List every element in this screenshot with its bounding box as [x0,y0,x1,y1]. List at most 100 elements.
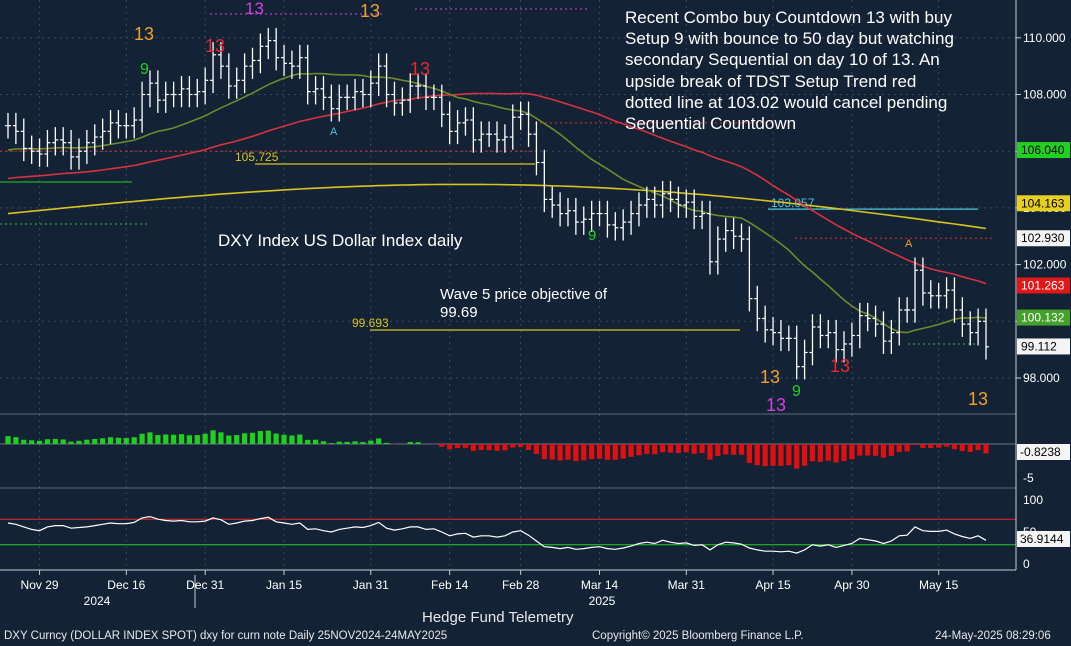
histogram-bar [226,435,232,444]
histogram-bar [660,444,666,453]
histogram-bar [896,444,902,452]
histogram-bar [967,444,973,452]
histogram-bar [265,430,271,444]
histogram-bar [715,444,721,456]
x-tick-label: Apr 30 [834,578,870,592]
histogram-bar [904,444,910,452]
histogram-bar [794,444,800,469]
histogram-bar [936,444,942,448]
x-tick-label: Feb 14 [431,578,469,592]
histogram-bar [770,444,776,466]
footer-timestamp: 24-May-2025 08:29:06 [935,630,1051,642]
td-count-label: 13 [360,1,380,21]
histogram-value-label: -0.8238 [1020,445,1061,459]
histogram-bar [218,432,224,444]
histogram-bar [478,444,484,451]
histogram-bar [920,444,926,448]
histogram-bar [155,435,161,444]
histogram-bar [447,444,453,450]
histogram-bar [289,435,295,444]
x-tick-label: Apr 15 [755,578,791,592]
histogram-bar [589,444,595,460]
oscillator-tick-label: 50 [1023,525,1037,539]
last-value-label: 102.930 [1021,231,1065,245]
y-tick-label: 102.000 [1023,258,1067,272]
histogram-bar [100,438,106,444]
histogram-bar [234,435,240,444]
histogram-bar [186,435,193,444]
ma-20-line [7,72,987,334]
histogram-bar [809,444,816,462]
td-count-label: 13 [410,59,430,79]
grid-lines [0,0,1016,570]
x-tick-label: Feb 28 [502,578,540,592]
ma-50-line [7,92,987,285]
histogram-bar [565,444,571,460]
histogram-bar [644,444,650,454]
histogram-bar [865,444,871,456]
td-count-label: 13 [245,0,264,18]
x-tick-label: Jan 31 [353,578,389,592]
histogram-bar [29,440,35,444]
histogram-bar [328,443,334,444]
histogram-bar [525,444,532,450]
histogram-bar [581,444,587,461]
histogram-bar [683,444,689,453]
histogram-bar [415,442,421,444]
histogram-bar [312,439,319,444]
histogram-bar [628,444,634,457]
td-count-label: 13 [760,367,780,387]
histogram-bar [959,444,965,452]
axis-labels: 98.000100.000102.000104.000106.000108.00… [21,31,1070,608]
td-count-label: 13 [766,395,786,415]
histogram-value-box [1017,444,1070,460]
histogram-bar [541,444,547,460]
histogram-bar [368,440,374,444]
histogram-bar [801,444,808,466]
histogram-bar [841,444,847,462]
histogram-bar [21,439,27,444]
footer-copyright: Copyright© 2025 Bloomberg Finance L.P. [592,630,804,642]
histogram-bar [462,444,469,448]
histogram-bar [84,439,90,444]
histogram-bar [928,444,934,448]
histogram-bar [762,444,768,467]
histogram-bar [44,439,51,444]
x-tick-label: May 15 [919,578,959,592]
y-tick-label: 108.000 [1023,88,1067,102]
histogram-bar [778,444,784,466]
histogram-bar [273,433,279,444]
histogram-bar [510,444,516,448]
histogram-bar [52,438,58,444]
last-value-label: 100.132 [1021,311,1065,325]
histogram-bar [281,434,287,444]
watermark: Hedge Fund Telemetry [422,609,574,626]
histogram-bar [242,433,248,444]
histogram-bar [880,444,887,458]
histogram-bar [139,433,145,444]
histogram-bar [825,444,831,461]
histogram-bar [123,437,129,444]
histogram-bar [652,444,658,455]
histogram-bar [912,444,918,446]
histogram-bar [620,444,626,459]
histogram-bar [171,434,177,444]
histogram-bar [178,434,185,444]
histogram-bar [115,437,122,444]
x-tick-label: Dec 31 [186,578,224,592]
oscillator-tick-label: 0 [1023,557,1030,571]
histogram-panel [0,413,1016,469]
histogram-bar [454,444,461,449]
last-value-box [1017,230,1070,247]
moving-averages [7,72,987,334]
histogram-bar [470,444,476,451]
histogram-bar [951,444,958,450]
x-tick-label: Jan 15 [266,578,302,592]
oscillator-value-label: 36.9144 [1020,532,1064,546]
histogram-bar [36,440,43,444]
histogram-bar [691,444,697,454]
histogram-bar [675,444,682,454]
histogram-bar [872,444,879,456]
histogram-bar [612,444,618,460]
